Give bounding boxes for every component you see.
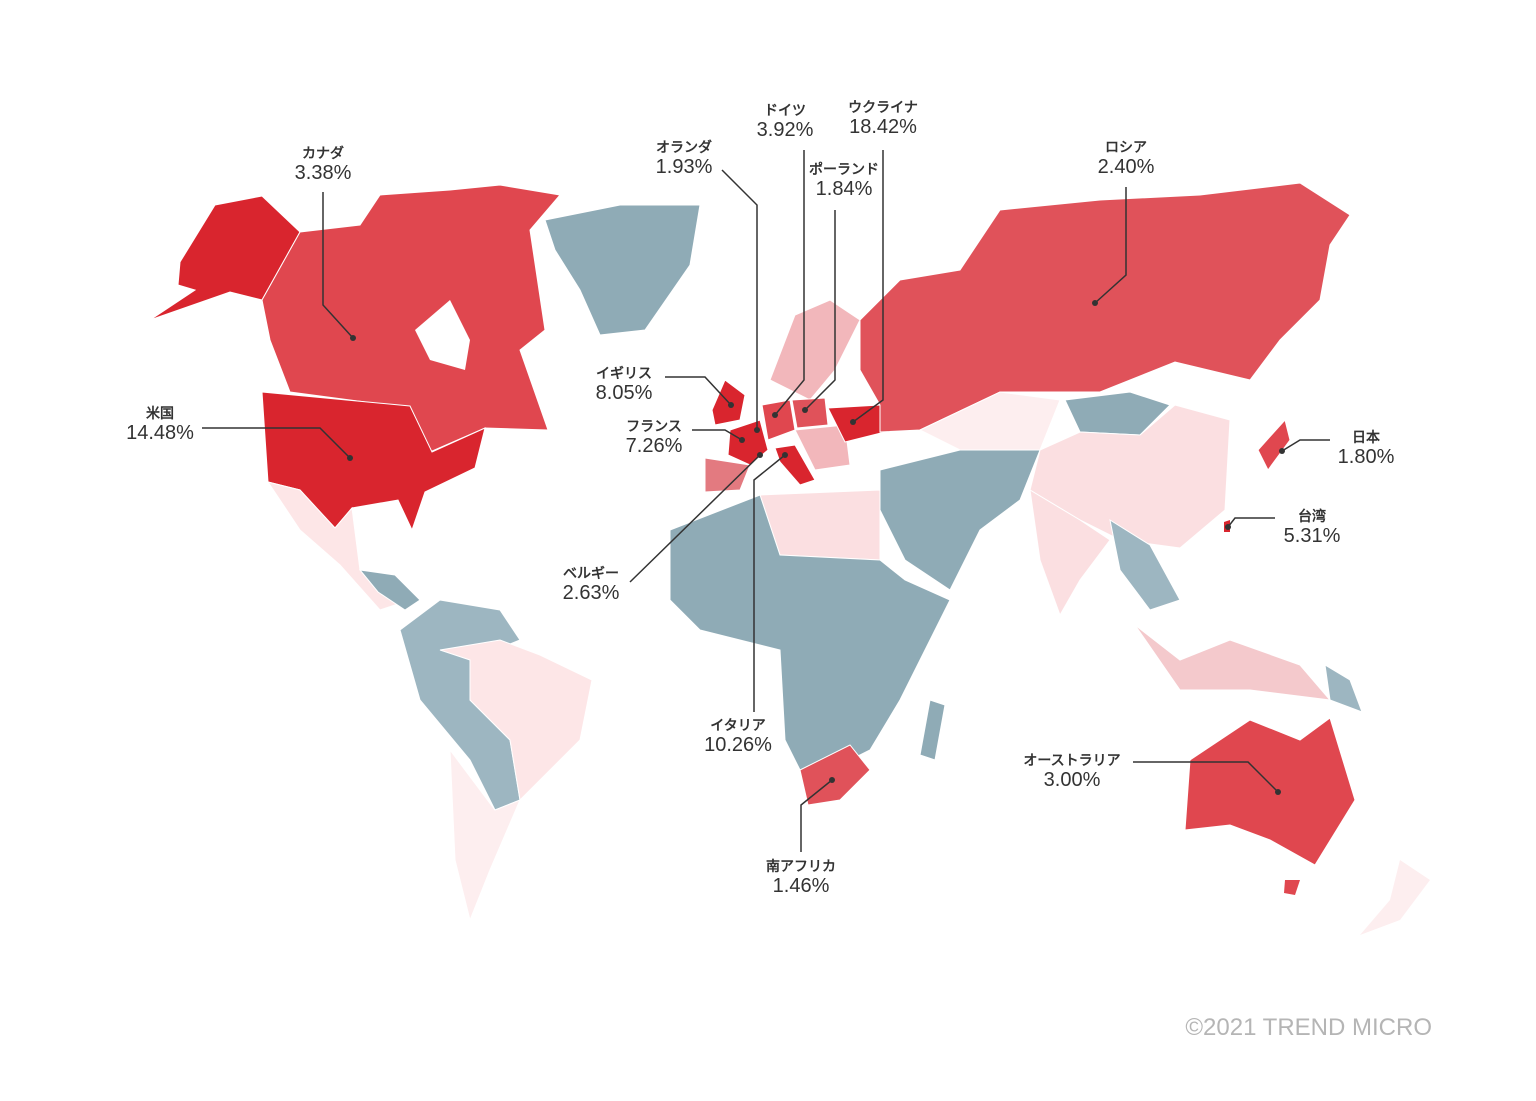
label-usa: 米国 14.48% xyxy=(126,406,194,445)
label-germany: ドイツ 3.92% xyxy=(756,103,814,142)
region-new-zealand xyxy=(1360,860,1430,935)
label-poland: ポーランド 1.84% xyxy=(809,162,879,202)
region-southeast-asia xyxy=(1109,518,1181,611)
region-alaska xyxy=(149,195,301,321)
region-africa xyxy=(669,494,951,771)
label-australia: オーストラリア 3.00% xyxy=(1023,753,1121,792)
region-greenland xyxy=(544,204,701,336)
region-iberia xyxy=(704,457,751,493)
label-uk: イギリス 8.05% xyxy=(595,366,653,405)
label-taiwan: 台湾 5.31% xyxy=(1283,509,1341,548)
region-germany[interactable] xyxy=(761,399,796,441)
region-mongolia xyxy=(1064,391,1171,436)
region-southern-cone xyxy=(449,748,521,922)
label-belgium: ベルギー 2.63% xyxy=(562,566,620,605)
label-italy: イタリア 10.26% xyxy=(704,718,772,757)
region-south-africa[interactable] xyxy=(799,744,871,806)
region-central-asia xyxy=(918,391,1061,451)
label-ukraine: ウクライナ 18.42% xyxy=(848,100,918,139)
leader-lines xyxy=(202,150,1330,852)
region-madagascar xyxy=(919,699,946,761)
label-south-africa: 南アフリカ 1.46% xyxy=(766,859,836,898)
region-indonesia xyxy=(1134,624,1332,701)
region-brazil xyxy=(439,639,593,802)
region-japan[interactable] xyxy=(1257,418,1291,471)
region-eastern-europe xyxy=(794,424,851,471)
region-france[interactable] xyxy=(727,419,769,466)
region-middle-east xyxy=(879,449,1041,591)
region-central-america xyxy=(358,569,421,611)
region-tasmania xyxy=(1284,880,1300,895)
label-canada: カナダ 3.38% xyxy=(294,146,352,185)
label-netherlands: オランダ 1.93% xyxy=(655,140,713,179)
region-australia[interactable] xyxy=(1184,717,1356,866)
label-russia: ロシア 2.40% xyxy=(1097,140,1155,179)
copyright: ©2021 TREND MICRO xyxy=(1185,1014,1432,1041)
label-japan: 日本 1.80% xyxy=(1337,430,1395,469)
region-papua xyxy=(1324,664,1363,713)
region-scandinavia xyxy=(769,299,861,401)
label-france: フランス 7.26% xyxy=(625,419,683,458)
region-poland[interactable] xyxy=(791,397,829,429)
region-russia[interactable] xyxy=(859,182,1351,433)
region-india xyxy=(1029,489,1111,617)
region-hudson-bay xyxy=(415,300,470,370)
